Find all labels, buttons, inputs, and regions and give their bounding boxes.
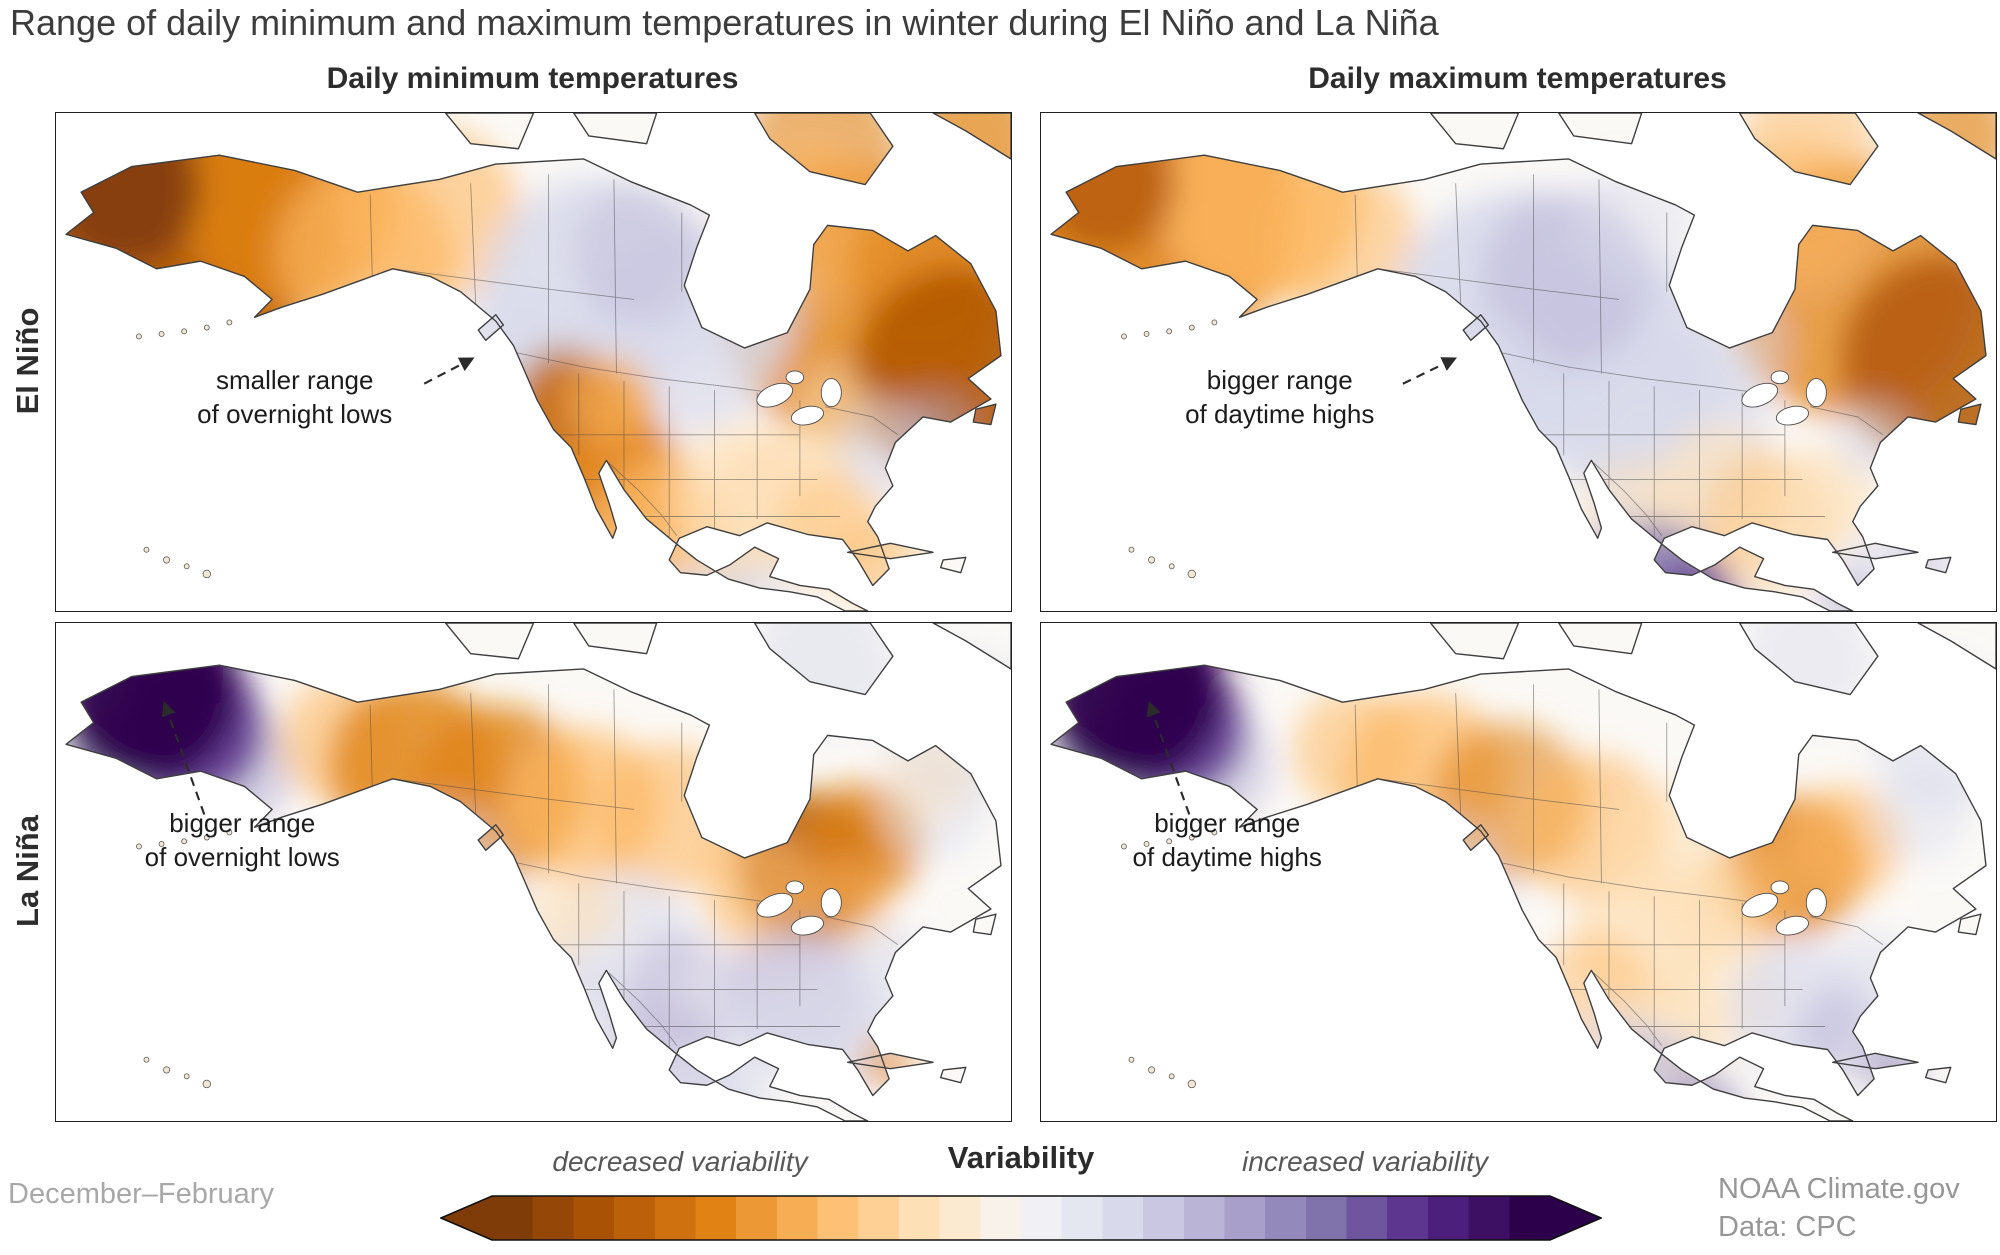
column-header-daily-min: Daily minimum temperatures [326, 62, 739, 95]
annotation-line: of overnight lows [197, 399, 393, 430]
map-panel-elnino-min: smaller range of overnight lows [55, 112, 1012, 612]
figure-title: Range of daily minimum and maximum tempe… [10, 2, 1439, 43]
source-credit-line: Data: CPC [1718, 1211, 1857, 1244]
legend-decreased-label: decreased variability [552, 1146, 808, 1177]
annotation-elnino-min: smaller range of overnight lows [94, 364, 495, 432]
annotation-line: bigger range [1154, 808, 1301, 839]
column-header-daily-max: Daily maximum temperatures [1308, 62, 1727, 95]
map-elnino-min [56, 113, 1011, 611]
map-lanina-min [56, 623, 1011, 1121]
annotation-line: bigger range [169, 808, 316, 839]
source-credit-line: NOAA Climate.gov [1718, 1173, 1960, 1205]
annotation-lanina-min: bigger range of overnight lows [66, 807, 419, 875]
season-label: December–February [8, 1178, 274, 1210]
map-panel-lanina-min: bigger range of overnight lows [55, 622, 1012, 1122]
annotation-line: bigger range [1206, 365, 1353, 396]
annotation-line: of daytime highs [1132, 842, 1322, 873]
map-panel-lanina-max: bigger range of daytime highs [1040, 622, 1997, 1122]
map-lanina-max [1041, 623, 1996, 1121]
annotation-line: of overnight lows [144, 842, 340, 873]
map-elnino-max [1041, 113, 1996, 611]
annotation-line: smaller range [215, 365, 374, 396]
annotation-elnino-max: bigger range of daytime highs [1079, 364, 1480, 432]
row-label-la-nina: La Niña [10, 815, 45, 927]
source-credit: NOAA Climate.gov Data: CPC [1718, 1170, 1960, 1247]
variability-colorbar [440, 1195, 1602, 1241]
map-panel-elnino-max: bigger range of daytime highs [1040, 112, 1997, 612]
annotation-line: of daytime highs [1185, 399, 1375, 430]
legend-title: Variability [947, 1140, 1095, 1175]
legend-increased-label: increased variability [1242, 1146, 1488, 1177]
row-label-el-nino: El Niño [10, 307, 45, 415]
annotation-lanina-max: bigger range of daytime highs [1051, 807, 1404, 875]
